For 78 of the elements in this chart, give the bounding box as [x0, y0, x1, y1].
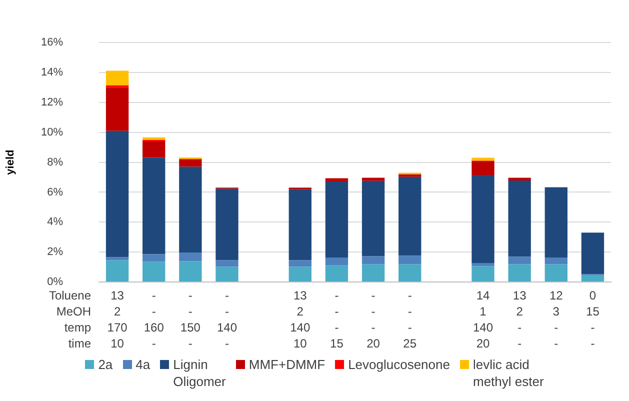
bar: [472, 158, 494, 161]
text: time: [68, 336, 92, 350]
bar: [472, 263, 494, 266]
bar: [142, 137, 166, 140]
bar: [106, 260, 129, 282]
bar: [398, 264, 422, 282]
bar: [325, 178, 348, 182]
y-tick-label: 10%: [40, 126, 64, 138]
y-tick-label: 8%: [47, 156, 64, 168]
bar: [106, 70, 129, 86]
bar: [179, 160, 202, 167]
legend-label: Lignin Oligomer: [173, 356, 226, 390]
y-tick-label: 4%: [47, 216, 64, 228]
bar: [325, 181, 348, 258]
bar: [216, 260, 238, 267]
y-tick-label: 2%: [47, 246, 64, 258]
bar: [472, 175, 494, 263]
x-tick-label: - - - 20: [366, 288, 380, 350]
bar: [142, 158, 166, 254]
bar: [179, 261, 202, 282]
y-axis-title: yield: [4, 150, 17, 175]
legend-label: 2a: [98, 356, 113, 373]
x-tick-label: 0 15 - -: [586, 288, 600, 350]
bar: [398, 256, 422, 264]
x-tick-label: 13 2 - -: [512, 288, 527, 350]
legend-label: Levoglucosenone: [348, 356, 450, 373]
bar: [106, 257, 129, 260]
bar: [142, 262, 166, 282]
legend-label: levlic acid methyl ester: [472, 356, 544, 390]
y-tick-label: 14%: [40, 66, 64, 79]
bar: [142, 254, 166, 262]
x-tick-label: - - 140 -: [216, 288, 238, 350]
text: Toluene: [48, 288, 92, 302]
bar: [288, 260, 312, 267]
x-tick-label: - - 150 -: [180, 288, 201, 350]
bar: [508, 178, 531, 181]
bar: [508, 264, 531, 282]
bar: [581, 232, 604, 274]
bar: [508, 180, 531, 257]
text: temp: [64, 320, 92, 334]
bar: [544, 257, 568, 264]
bar: [398, 174, 422, 177]
bar: [362, 264, 385, 282]
bar: [288, 189, 312, 260]
x-tick-label: 12 3 - -: [549, 288, 564, 350]
bar: [472, 266, 494, 282]
bar: [142, 142, 166, 158]
x-tick-label: - - 160 -: [144, 288, 164, 350]
x-tick-label: 13 2 140 10: [290, 288, 310, 350]
bar: [216, 188, 238, 260]
y-tick-label: 12%: [40, 96, 64, 108]
bar: [544, 264, 568, 282]
x-tick-label: 13 2 170 10: [107, 288, 128, 350]
bar: [508, 256, 531, 264]
bar: [106, 130, 129, 258]
bar: [544, 187, 568, 258]
x-tick-label: - - - 15: [330, 288, 344, 350]
bar: [581, 274, 604, 282]
bar: [179, 252, 202, 262]
legend-label: MMF+DMMF: [248, 356, 326, 373]
bar: [288, 266, 312, 282]
y-tick-label: 0%: [47, 276, 64, 288]
bar: [325, 257, 348, 266]
text: MeOH: [56, 304, 91, 318]
bar: [362, 256, 385, 264]
x-tick-label: - - - 25: [403, 288, 417, 350]
y-tick-label: 6%: [47, 186, 64, 198]
bar: [472, 162, 494, 176]
legend-label: 4a: [136, 356, 150, 373]
x-tick-label: 14 1 140 20: [472, 288, 494, 350]
bar: [362, 180, 385, 256]
bar: [362, 178, 385, 181]
bar: [106, 88, 129, 131]
bar: [179, 166, 202, 253]
bar: [398, 176, 422, 256]
y-tick-label: 16%: [40, 36, 64, 49]
bar: [216, 266, 238, 282]
bar: [325, 265, 348, 282]
